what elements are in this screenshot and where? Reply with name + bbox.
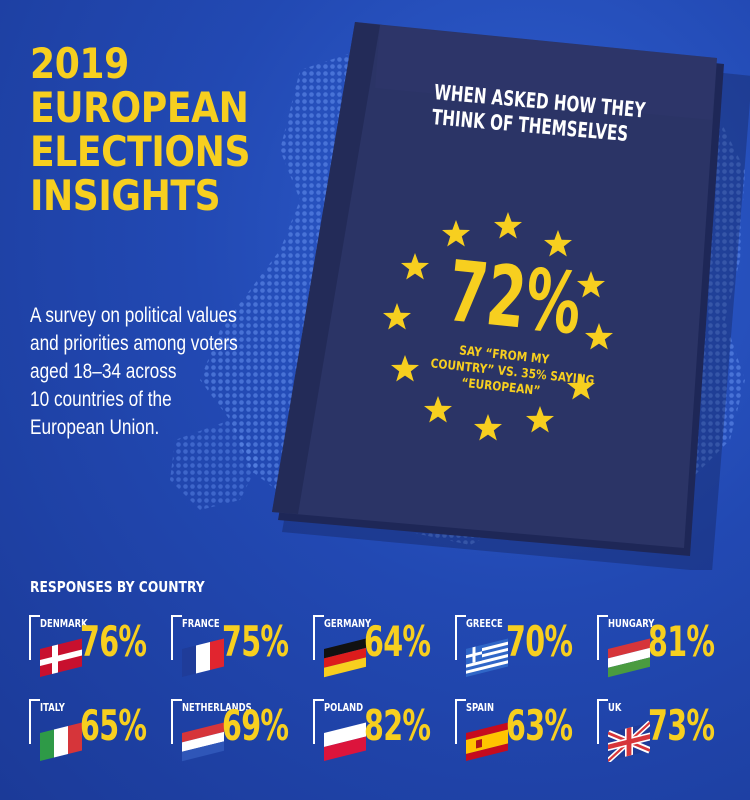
star-icon xyxy=(401,253,430,280)
subtitle-line: A survey on political values xyxy=(30,304,237,327)
hungary-flag-icon xyxy=(608,638,650,678)
country-percent: 65% xyxy=(80,701,147,750)
country-percent: 76% xyxy=(80,617,147,666)
page-title: 2019 EUROPEAN ELECTIONS INSIGHTS xyxy=(30,42,250,218)
country-percent: 63% xyxy=(506,701,573,750)
corner-bracket xyxy=(171,699,182,744)
country-name: SPAIN xyxy=(466,702,495,714)
corner-bracket xyxy=(455,615,466,660)
country-name: FRANCE xyxy=(182,618,220,630)
country-percent: 64% xyxy=(364,617,431,666)
country-percent: 69% xyxy=(222,701,289,750)
star-icon xyxy=(585,323,614,350)
star-icon xyxy=(576,271,605,298)
country-item: FRANCE 75% xyxy=(170,614,310,689)
country-name: NETHERLANDS xyxy=(182,702,252,714)
corner-bracket xyxy=(455,699,466,744)
passport-cover xyxy=(272,22,750,570)
country-name: ITALY xyxy=(40,702,65,714)
star-icon xyxy=(382,302,411,330)
country-name: DENMARK xyxy=(40,618,88,630)
country-percent: 75% xyxy=(222,617,289,666)
star-icon xyxy=(442,220,471,247)
country-item: DENMARK 76% xyxy=(28,614,168,689)
title-line: EUROPEAN xyxy=(30,83,249,132)
country-item: GREECE 70% xyxy=(454,614,594,689)
star-icon xyxy=(391,354,419,382)
subtitle-line: 10 countries of the xyxy=(30,388,172,411)
corner-bracket xyxy=(597,699,608,744)
country-name: GREECE xyxy=(466,618,503,630)
netherlands-flag-icon xyxy=(182,722,224,762)
headline-percent: 72% xyxy=(443,242,587,354)
page-subtitle: A survey on political values and priorit… xyxy=(30,302,284,442)
country-percent: 81% xyxy=(648,617,715,666)
country-name: GERMANY xyxy=(324,618,372,630)
country-item: NETHERLANDS 69% xyxy=(170,698,310,773)
star-icon xyxy=(424,395,453,423)
germany-flag-icon xyxy=(324,638,366,678)
country-item: ITALY 65% xyxy=(28,698,168,773)
title-line: ELECTIONS xyxy=(30,127,251,176)
title-line: 2019 xyxy=(30,39,129,88)
corner-bracket xyxy=(29,615,40,660)
country-name: HUNGARY xyxy=(608,618,655,630)
corner-bracket xyxy=(171,615,182,660)
corner-bracket xyxy=(29,699,40,744)
subtitle-line: and priorities among voters xyxy=(30,332,238,355)
country-percent: 73% xyxy=(648,701,715,750)
uk-flag-icon xyxy=(608,720,650,762)
denmark-flag-icon xyxy=(40,638,82,677)
star-icon xyxy=(473,414,502,441)
greece-flag-icon xyxy=(466,638,508,677)
subtitle-line: European Union. xyxy=(30,416,160,439)
subtitle-line: aged 18–34 across xyxy=(30,360,177,383)
country-name: UK xyxy=(608,702,622,714)
star-icon xyxy=(566,372,595,400)
responses-title: RESPONSES BY COUNTRY xyxy=(30,578,205,596)
country-percent: 82% xyxy=(364,701,431,750)
country-item: HUNGARY 81% xyxy=(596,614,736,689)
france-flag-icon xyxy=(182,638,224,677)
country-name: POLAND xyxy=(324,702,364,714)
spain-flag-icon xyxy=(466,722,508,761)
country-item: POLAND 82% xyxy=(312,698,452,773)
star-icon xyxy=(525,405,554,433)
country-item: SPAIN 63% xyxy=(454,698,594,773)
corner-bracket xyxy=(313,699,324,744)
star-icon xyxy=(543,230,572,257)
italy-flag-icon xyxy=(40,722,82,761)
country-item: GERMANY 64% xyxy=(312,614,452,689)
country-percent: 70% xyxy=(506,617,573,666)
corner-bracket xyxy=(597,615,608,660)
poland-flag-icon xyxy=(324,722,366,761)
country-item: UK 73% xyxy=(596,698,736,773)
corner-bracket xyxy=(313,615,324,660)
star-icon xyxy=(494,211,523,238)
title-line: INSIGHTS xyxy=(30,171,221,220)
